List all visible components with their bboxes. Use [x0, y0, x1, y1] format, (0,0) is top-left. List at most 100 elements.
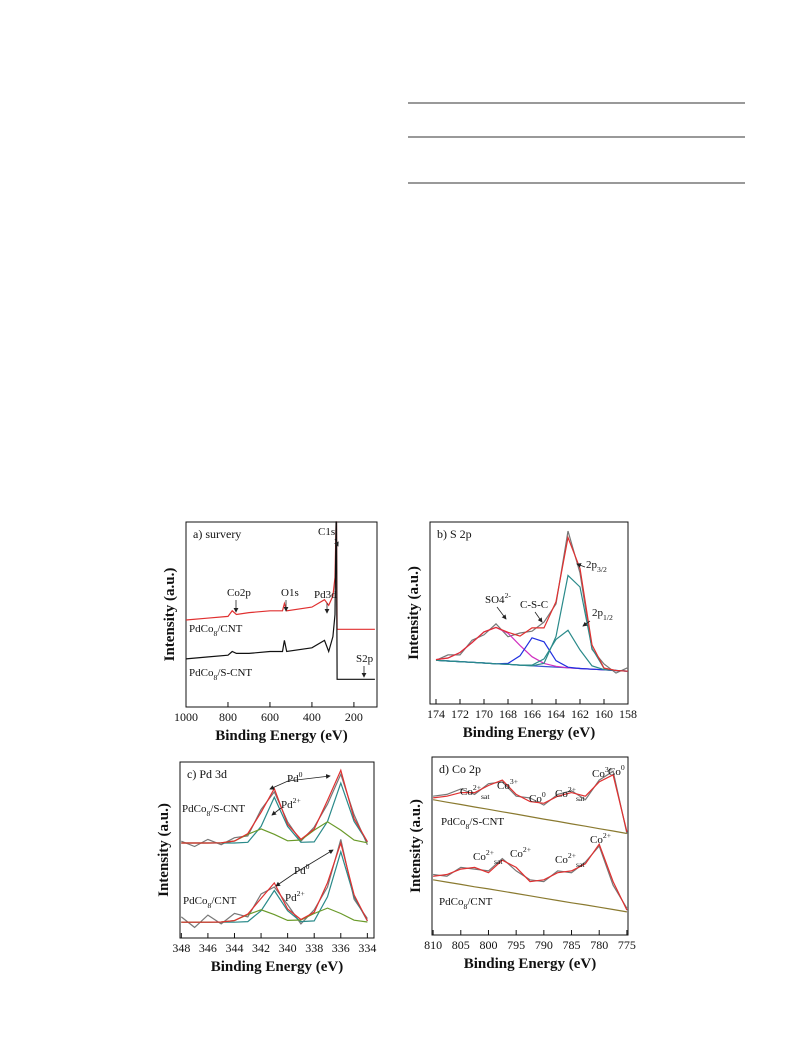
x-tick-label: 172	[451, 707, 469, 721]
annotation-part: 8	[465, 822, 469, 831]
arrow	[496, 606, 507, 620]
y-axis-label: Intensity (a.u.)	[408, 799, 424, 893]
spectrum-line	[181, 772, 368, 848]
x-axis-label: Binding Energy (eV)	[464, 956, 597, 972]
spectrum-line	[181, 907, 368, 923]
annotation-part: /CNT	[467, 896, 492, 908]
annotation-part: Co	[497, 780, 510, 792]
annotation-part: 3+	[605, 765, 613, 774]
annotation-part: 2+	[568, 785, 576, 794]
annotation: Co0	[529, 790, 546, 805]
spectrum-line	[433, 773, 628, 832]
spectrum-line	[432, 799, 628, 835]
y-axis-label: Intensity (a.u.)	[406, 566, 422, 660]
annotation: Pd2+	[281, 796, 301, 811]
annotation: Co2p	[227, 587, 251, 599]
y-axis-label: Intensity (a.u.)	[156, 803, 172, 897]
arrow	[534, 611, 543, 623]
annotation-part: SO4	[485, 594, 505, 606]
annotation-part: /S-CNT	[210, 803, 245, 815]
annotation-part: PdCo	[439, 896, 464, 908]
annotation: Co2+	[510, 845, 531, 860]
x-tick-label: 600	[261, 710, 279, 724]
x-tick-label: 795	[507, 938, 525, 952]
annotation-part: Co	[590, 834, 603, 846]
x-tick-label: 344	[225, 941, 243, 955]
plot-frame	[179, 761, 375, 939]
x-tick-label: 775	[618, 938, 636, 952]
annotation-part: /S-CNT	[469, 816, 504, 828]
plot-frame	[185, 521, 378, 708]
annotation-part: Co2p	[227, 587, 251, 599]
panel-title: c) Pd 3d	[187, 767, 227, 781]
annotation-part: 2p	[592, 607, 604, 619]
annotation-part: Co	[473, 851, 486, 863]
x-tick-label: 790	[535, 938, 553, 952]
plot-frame	[431, 756, 629, 936]
annotation-part: 3+	[510, 777, 518, 786]
annotation-part: sat	[576, 860, 585, 869]
annotation-part: PdCo	[182, 803, 207, 815]
annotation-part: 8	[207, 901, 211, 910]
x-tick-label: 200	[345, 710, 363, 724]
annotation-part: S2p	[356, 653, 374, 665]
annotation-part: 2+	[293, 796, 301, 805]
annotation-part: sat	[494, 857, 503, 866]
annotation: PdCo8/S-CNT	[189, 667, 252, 682]
annotation: Pd0	[294, 862, 310, 877]
annotation-part: 8	[213, 629, 217, 638]
annotation: PdCo8/S-CNT	[182, 803, 245, 818]
spectrum-line	[433, 842, 628, 911]
annotation: Co3+	[497, 777, 518, 792]
annotation: PdCo8/S-CNT	[441, 816, 504, 831]
annotation: 2p1/2	[592, 607, 613, 622]
annotation-part: 8	[206, 809, 210, 818]
arrow	[275, 872, 296, 887]
annotation-part: 2-	[505, 591, 512, 600]
annotation: SO42-	[485, 591, 511, 606]
spectrum-line	[435, 574, 629, 672]
spectrum-line	[435, 535, 629, 672]
annotation-part: O1s	[281, 587, 299, 599]
annotation-part: Co	[608, 766, 621, 778]
plot-frame	[429, 521, 629, 705]
annotation-part: Pd	[294, 865, 306, 877]
spectrum-line	[433, 879, 628, 913]
arrow	[269, 780, 289, 790]
annotation: Pd2+	[285, 889, 305, 904]
arrow	[576, 563, 586, 568]
annotation-part: 3/2	[597, 565, 607, 574]
annotation-part: sat	[576, 794, 585, 803]
annotation-part: Co	[529, 793, 542, 805]
x-tick-label: 162	[571, 707, 589, 721]
panel-title: a) survery	[193, 527, 241, 541]
annotation-part: 2+	[603, 831, 611, 840]
annotation: O1s	[281, 587, 299, 599]
annotation: Co2+sat	[555, 785, 585, 803]
x-axis-label: Binding Energy (eV)	[463, 725, 596, 741]
annotation: C-S-C	[520, 599, 548, 611]
annotation-part: Co	[460, 786, 473, 798]
y-axis-label: Intensity (a.u.)	[162, 568, 178, 662]
annotation: Co0	[608, 763, 625, 778]
annotation-part: Co	[555, 788, 568, 800]
annotation-part: C-S-C	[520, 599, 548, 611]
x-tick-label: 1000	[174, 710, 198, 724]
annotation-part: sat	[481, 792, 490, 801]
spectrum-line	[181, 768, 368, 844]
annotation: PdCo8/CNT	[183, 895, 237, 910]
arrow	[294, 849, 334, 874]
annotation-part: PdCo	[189, 667, 214, 679]
annotation: Co2+sat	[555, 851, 585, 869]
x-tick-label: 800	[219, 710, 237, 724]
annotation-part: C1s	[318, 526, 335, 538]
x-tick-label: 174	[427, 707, 445, 721]
x-tick-label: 170	[475, 707, 493, 721]
annotation-part: 1/2	[603, 613, 613, 622]
annotation-part: Co	[592, 768, 605, 780]
annotation-part: /S-CNT	[217, 667, 252, 679]
annotation: Pd3d	[314, 589, 337, 601]
annotation-part: 0	[542, 790, 546, 799]
annotation: Pd0	[287, 770, 303, 785]
annotation-part: Pd3d	[314, 589, 337, 601]
